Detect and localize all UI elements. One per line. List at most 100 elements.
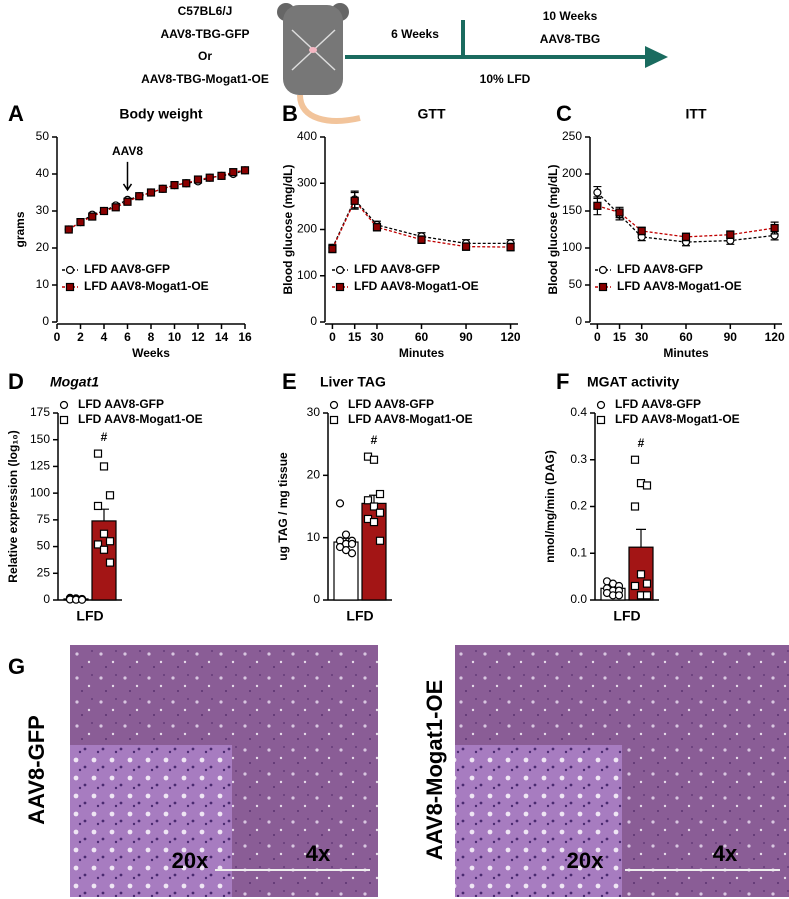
y-tick-label: 0 [575, 314, 582, 328]
legend-marker [335, 282, 345, 292]
marker [99, 462, 109, 471]
marker [614, 591, 624, 600]
legend-marker [329, 400, 339, 410]
y-tick-label: 300 [297, 175, 317, 189]
y-tick-label: 200 [562, 166, 582, 180]
panel-letter: B [282, 101, 298, 126]
marker [461, 242, 471, 251]
marker [642, 481, 652, 490]
legend-marker [596, 415, 606, 425]
marker [76, 218, 85, 227]
y-tick-label: 30 [307, 405, 321, 419]
marker [506, 242, 515, 252]
x-tick-label: 120 [501, 330, 521, 344]
panel-letter: C [556, 101, 572, 126]
panel-letter: E [282, 369, 297, 394]
x-tick-label: 12 [191, 330, 205, 344]
marker [417, 235, 426, 244]
chart-title: GTT [418, 106, 446, 122]
legend-marker [598, 282, 608, 292]
marker [375, 508, 385, 517]
x-tick-label: 60 [415, 330, 429, 344]
marker [105, 491, 115, 500]
marker [347, 549, 357, 558]
y-axis-label: Blood glucose (mg/dL) [281, 165, 295, 295]
chart-title: MGAT activity [587, 374, 680, 390]
y-tick-label: 100 [562, 240, 582, 254]
marker [593, 201, 602, 210]
marker [229, 168, 238, 177]
y-tick-label: 75 [37, 512, 51, 526]
y-tick-label: 150 [30, 432, 50, 446]
magnification: 20x [172, 848, 209, 873]
marker [593, 188, 602, 197]
legend-marker [59, 400, 69, 410]
legend-label: LFD AAV8-Mogat1-OE [354, 279, 479, 293]
marker [630, 455, 640, 464]
y-tick-label: 50 [36, 129, 50, 143]
marker [105, 537, 115, 546]
annotation: AAV8 [112, 144, 143, 158]
marker [369, 517, 379, 527]
marker [372, 223, 382, 232]
treatment: AAV8-TBG [540, 32, 600, 46]
strain: C57BL6/J [178, 4, 233, 18]
legend-label: LFD AAV8-GFP [84, 262, 170, 276]
marker [158, 184, 167, 193]
y-tick-label: 100 [297, 268, 317, 282]
marker [240, 166, 250, 175]
y-tick-label: 400 [297, 129, 317, 143]
marker [630, 581, 640, 591]
marker [93, 449, 103, 458]
y-tick-label: 50 [37, 539, 51, 553]
y-tick-label: 30 [36, 203, 50, 217]
micrograph-inset [70, 745, 232, 897]
marker [77, 595, 87, 604]
chart-title: Body weight [119, 106, 203, 122]
series-line [68, 169, 246, 231]
y-tick-label: 0.1 [570, 545, 587, 559]
magnification: 4x [713, 841, 738, 866]
chart-title: Liver TAG [320, 374, 386, 390]
micrograph-inset [455, 745, 622, 897]
x-tick-label: 60 [679, 330, 693, 344]
phase: 10 Weeks [543, 9, 598, 23]
legend-marker [59, 415, 69, 425]
legend-label: LFD AAV8-Mogat1-OE [84, 279, 209, 293]
mouse-liver [309, 47, 317, 53]
marker [615, 208, 624, 217]
marker [328, 244, 337, 254]
chart-title: Mogat1 [50, 374, 99, 390]
marker [99, 545, 109, 554]
marker [350, 196, 359, 205]
marker [105, 558, 115, 567]
y-axis-label: Relative expression (log₁₀) [6, 430, 20, 582]
series-line [597, 205, 775, 238]
panel-letter: A [8, 101, 24, 126]
legend-label: LFD AAV8-Mogat1-OE [348, 412, 473, 426]
marker [99, 206, 109, 216]
chart-title: ITT [686, 106, 707, 122]
x-tick-label: LFD [346, 608, 373, 624]
x-tick-label: 0 [54, 330, 61, 344]
y-tick-label: 40 [36, 166, 50, 180]
legend-label: LFD AAV8-GFP [78, 397, 164, 411]
marker [681, 232, 691, 241]
legend-label: LFD AAV8-Mogat1-OE [78, 412, 203, 426]
y-tick-label: 200 [297, 222, 317, 236]
marker [636, 570, 646, 579]
x-tick-label: 0 [329, 330, 336, 344]
x-tick-label: 120 [765, 330, 785, 344]
y-tick-label: 0.3 [570, 452, 587, 466]
annotation: # [371, 433, 378, 447]
legend-label: LFD AAV8-GFP [617, 262, 703, 276]
marker [64, 225, 73, 234]
schematic: C57BL6/J AAV8-TBG-GFP Or AAV8-TBG-Mogat1… [141, 3, 668, 124]
legend-label: LFD AAV8-GFP [354, 262, 440, 276]
marker [642, 579, 652, 588]
y-tick-label: 100 [30, 485, 50, 499]
legend-marker [329, 415, 339, 425]
legend-label: LFD AAV8-Mogat1-OE [615, 412, 740, 426]
y-axis-label: grams [13, 211, 27, 247]
